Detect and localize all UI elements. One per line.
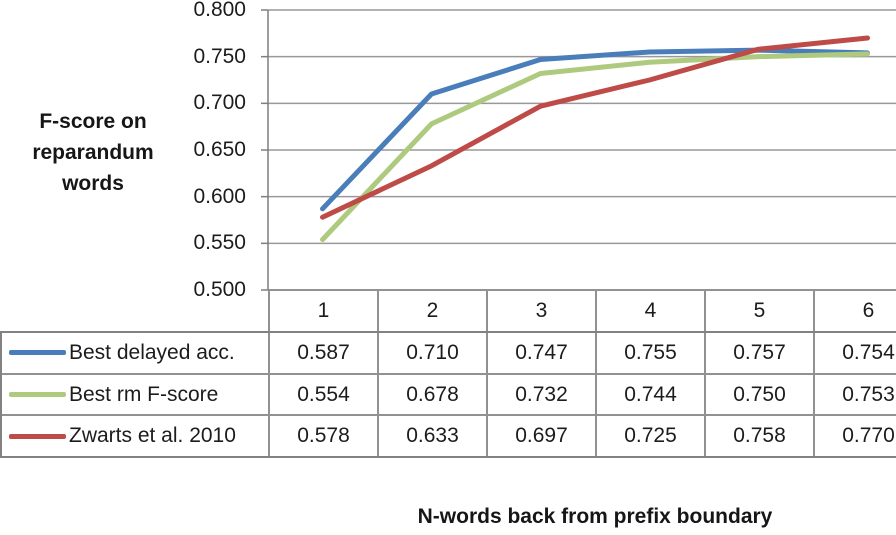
table-value: 0.678	[377, 374, 486, 415]
x-tick-cell: 6	[813, 290, 896, 331]
x-tick-cell: 1	[268, 290, 377, 331]
table-value: 0.732	[486, 374, 595, 415]
data-table: Best delayed acc. 0.587 0.710 0.747 0.75…	[0, 331, 896, 458]
x-axis-title: N-words back from prefix boundary	[417, 505, 773, 528]
y-axis-title-line: words	[62, 172, 124, 195]
table-row: Zwarts et al. 2010 0.578 0.633 0.697 0.7…	[2, 414, 896, 457]
y-tick-label: 0.800	[193, 0, 246, 21]
series-line-2	[320, 35, 870, 220]
y-tick-label: 0.500	[193, 278, 246, 301]
table-value: 0.587	[268, 333, 377, 373]
x-axis-header-row: 1 2 3 4 5 6	[268, 290, 896, 331]
x-tick-cell: 4	[595, 290, 704, 331]
table-value: 0.753	[813, 374, 896, 415]
y-tick-label: 0.650	[193, 138, 246, 161]
series-line-0	[320, 47, 870, 212]
series-swatch-green	[9, 392, 66, 397]
table-value: 0.554	[268, 374, 377, 415]
series-swatch-blue	[9, 350, 66, 356]
series-label: Best delayed acc.	[69, 340, 235, 364]
legend-cell: Best rm F-score	[2, 375, 268, 415]
y-axis-title-line: F-score on	[39, 110, 147, 133]
series-label: Zwarts et al. 2010	[69, 424, 236, 448]
y-tick-label: 0.700	[193, 91, 246, 115]
table-value: 0.578	[268, 416, 377, 457]
table-value: 0.755	[595, 333, 704, 373]
table-value: 0.747	[486, 333, 595, 373]
y-tick-label: 0.550	[193, 231, 246, 255]
y-axis-title: F-score on reparandum words	[2, 106, 184, 199]
series-line-1	[320, 51, 870, 243]
table-row: Best delayed acc. 0.587 0.710 0.747 0.75…	[2, 333, 896, 373]
legend-cell: Zwarts et al. 2010	[2, 416, 268, 456]
y-axis-title-line: reparandum	[32, 141, 154, 164]
x-tick-cell: 5	[704, 290, 813, 331]
x-tick-cell: 3	[486, 290, 595, 331]
legend-cell: Best delayed acc.	[2, 333, 268, 373]
table-value: 0.633	[377, 416, 486, 457]
table-value: 0.697	[486, 416, 595, 457]
table-value: 0.757	[704, 333, 813, 373]
table-row: Best rm F-score 0.554 0.678 0.732 0.744 …	[2, 372, 896, 415]
x-tick-cell: 2	[377, 290, 486, 331]
table-value: 0.725	[595, 416, 704, 457]
y-tick-label: 0.750	[193, 44, 246, 68]
series-swatch-red	[9, 433, 66, 439]
table-value: 0.710	[377, 333, 486, 373]
table-value: 0.770	[813, 416, 896, 457]
table-value: 0.758	[704, 416, 813, 457]
table-value: 0.744	[595, 374, 704, 415]
table-value: 0.754	[813, 333, 896, 373]
table-value: 0.750	[704, 374, 813, 415]
y-tick-label: 0.600	[193, 184, 246, 208]
series-label: Best rm F-score	[69, 382, 219, 406]
